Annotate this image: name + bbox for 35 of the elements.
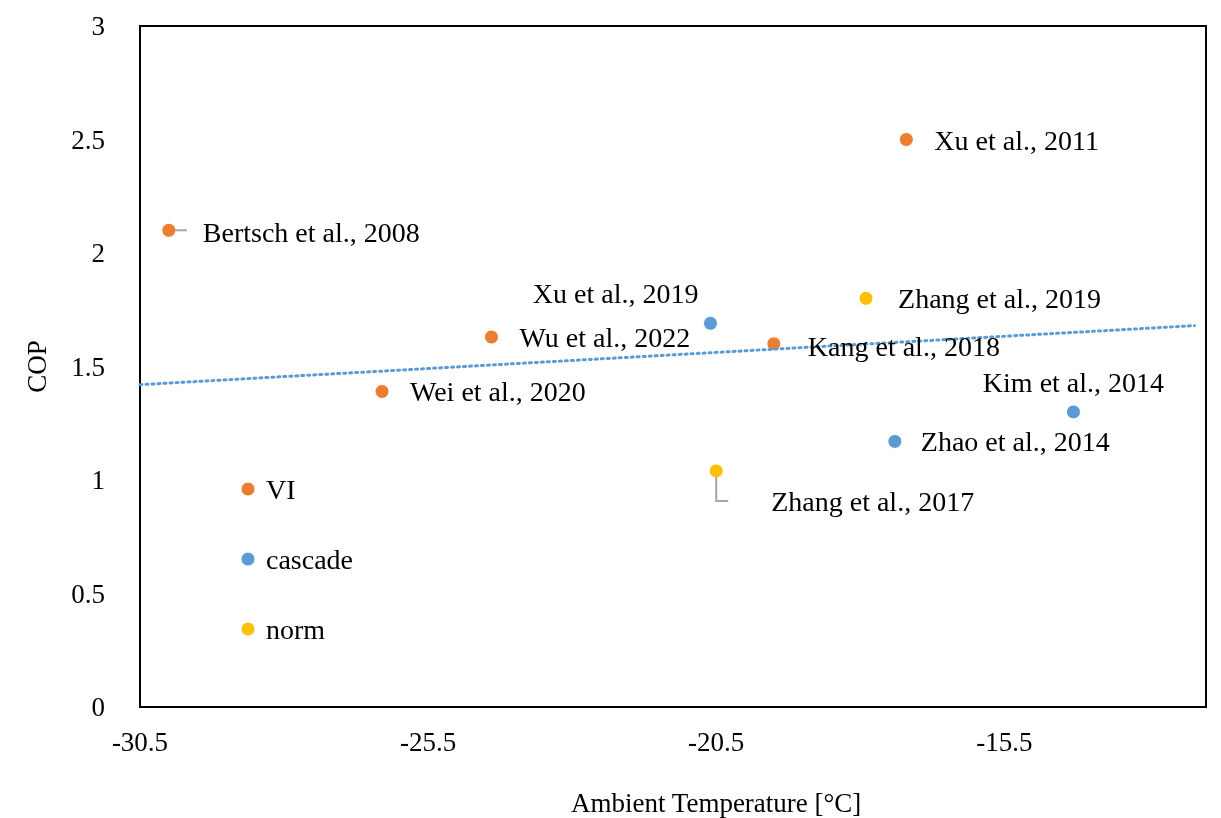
y-tick-label: 3 (91, 11, 105, 42)
x-tick-label: -30.5 (111, 727, 169, 757)
legend-label: VI (266, 473, 296, 505)
x-tick-label: -25.5 (399, 727, 457, 757)
y-tick-label: 1.5 (71, 351, 105, 382)
x-axis-title: Ambient Temperature [°C] (571, 788, 862, 818)
point (858, 290, 874, 306)
point (161, 222, 177, 238)
point (374, 383, 390, 399)
annotation: Xu et al., 2019 (532, 278, 699, 310)
annotation: Kim et al., 2014 (982, 366, 1165, 398)
point (887, 433, 903, 449)
legend-label: norm (266, 613, 326, 645)
point (898, 132, 914, 147)
y-tick-label: 2 (91, 238, 105, 269)
annotation: Wu et al., 2022 (519, 321, 691, 353)
point (1065, 404, 1081, 420)
y-tick-label: 0 (91, 692, 105, 723)
annotation: Zhang et al., 2019 (898, 283, 1101, 315)
x-tick-label: -20.5 (688, 727, 745, 757)
y-tick-label: 1 (91, 465, 105, 496)
y-axis-title: COP (22, 340, 52, 393)
annotation: Wei et al., 2020 (410, 376, 586, 408)
annotation: Bertsch et al., 2008 (202, 217, 420, 249)
y-tick-label: 2.5 (71, 124, 105, 155)
point (702, 315, 718, 331)
point (483, 329, 499, 345)
point (766, 336, 782, 352)
annotation: Zhao et al., 2014 (920, 426, 1110, 458)
point (708, 463, 724, 479)
x-tick-label: -15.5 (976, 727, 1033, 757)
annotation: Xu et al., 2011 (934, 124, 1099, 156)
legend-label: cascade (266, 543, 354, 575)
y-tick-label: 0.5 (71, 578, 105, 609)
annotation: Zhang et al., 2017 (771, 485, 975, 517)
